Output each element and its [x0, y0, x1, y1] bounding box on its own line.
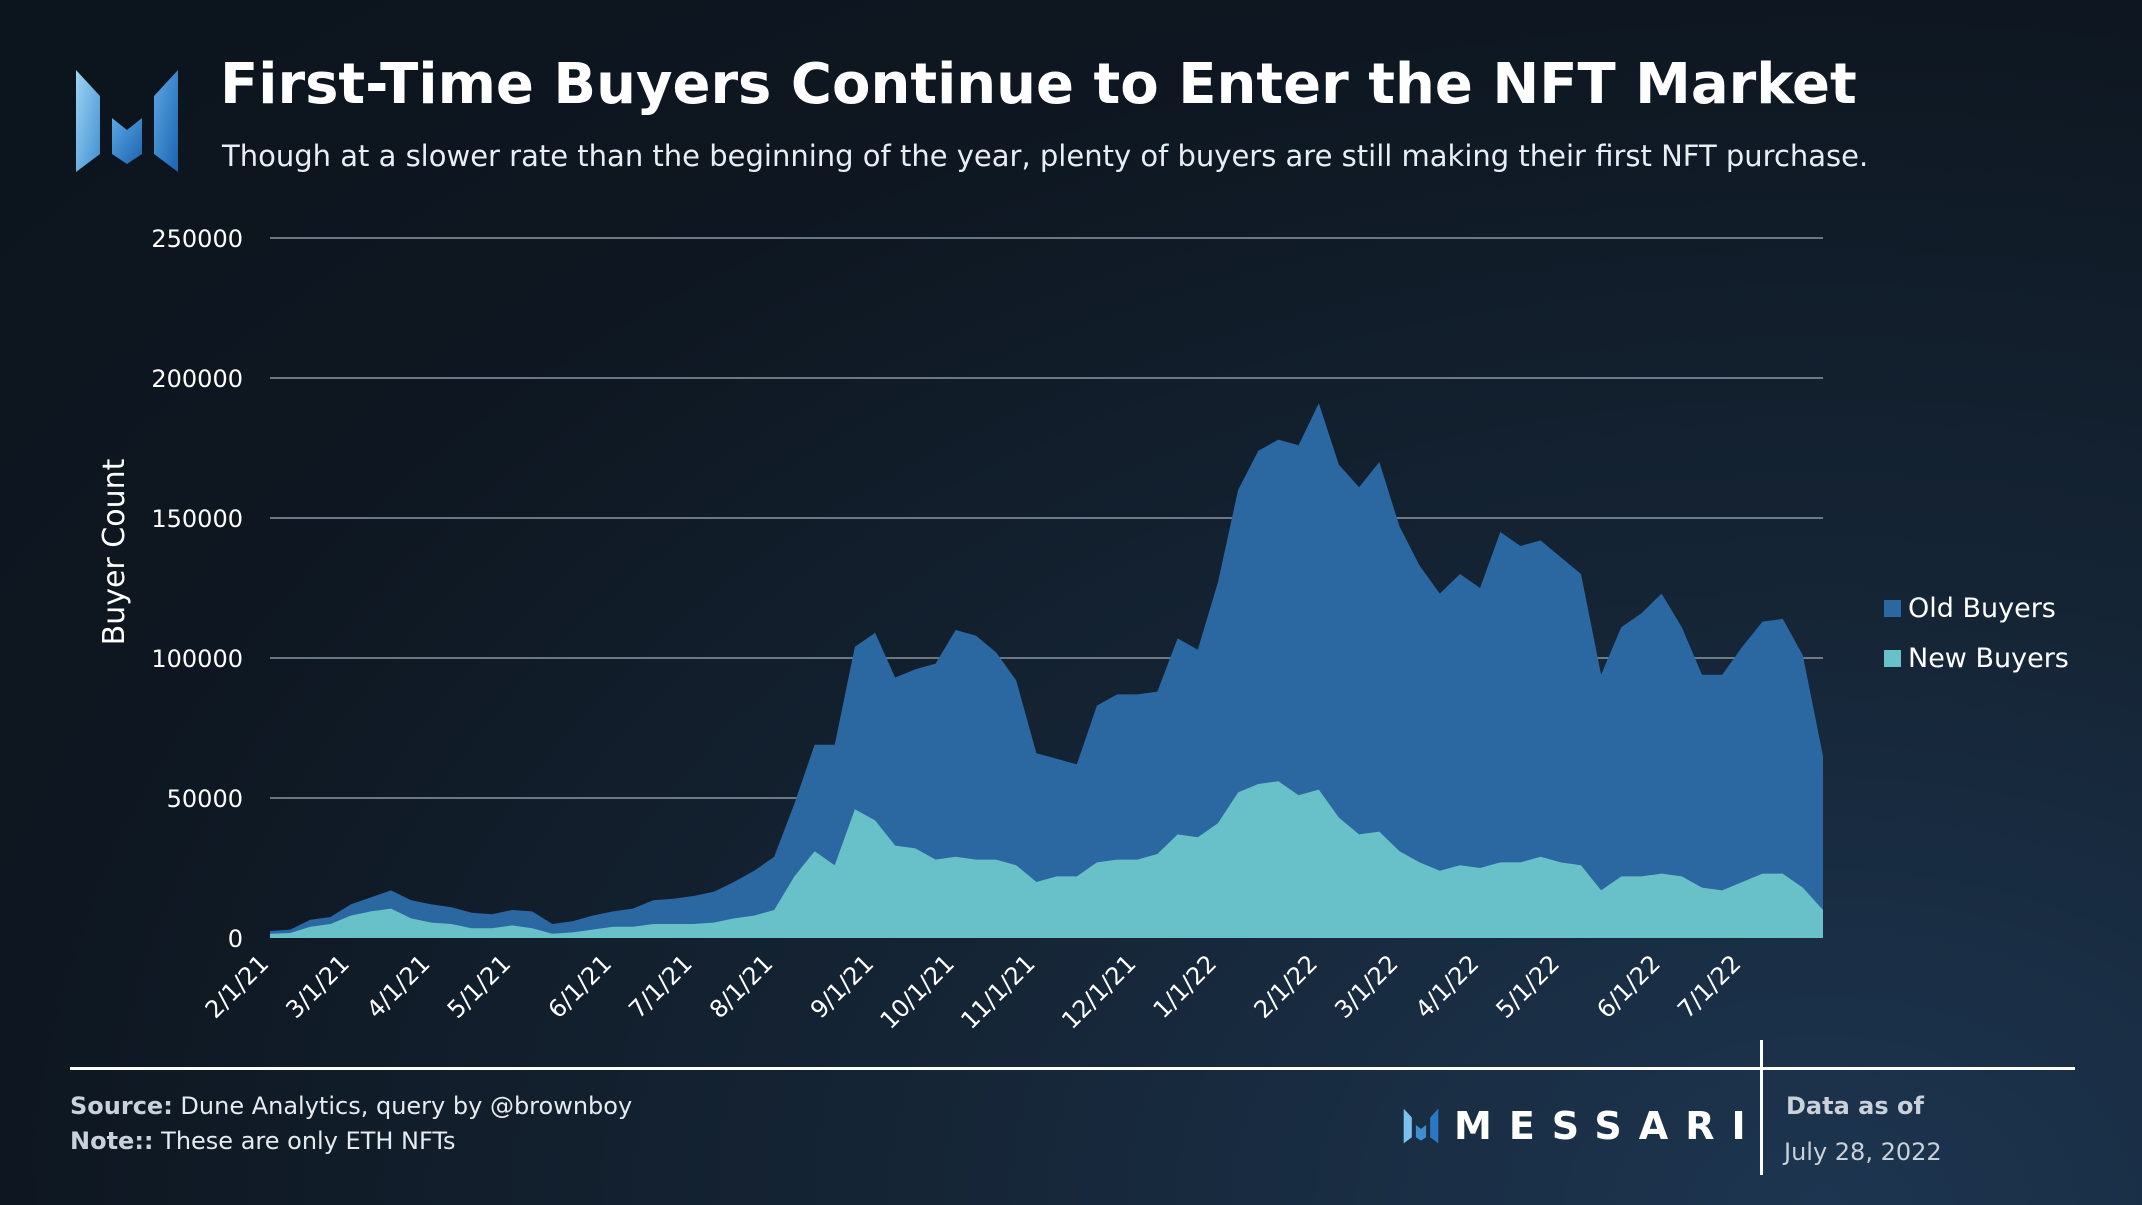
- source-text: Dune Analytics, query by @brownboy: [172, 1092, 633, 1120]
- eth-note: Note:: These are only ETH NFTs: [70, 1127, 456, 1155]
- series-area-new-buyers: [270, 781, 1823, 938]
- legend-label-old-buyers: Old Buyers: [1908, 593, 2056, 624]
- footer-divider-line: [70, 1067, 2075, 1070]
- legend-label-new-buyers: New Buyers: [1908, 643, 2069, 674]
- page-title: First-Time Buyers Continue to Enter the …: [220, 52, 1857, 117]
- x-tick-label: 3/1/22: [1329, 949, 1403, 1023]
- y-tick-label: 0: [228, 925, 243, 953]
- brand-wordmark: MESSARI: [1454, 1104, 1763, 1148]
- messari-brand: MESSARI: [1402, 1104, 1763, 1148]
- x-tick-label: 9/1/21: [805, 949, 879, 1023]
- chart-legend: Old Buyers New Buyers: [1884, 593, 2069, 674]
- x-tick-label: 5/1/22: [1491, 949, 1565, 1023]
- y-tick-label: 50000: [167, 785, 243, 813]
- x-tick-label: 11/1/21: [955, 949, 1040, 1034]
- legend-swatch-new-buyers: [1884, 650, 1901, 667]
- x-tick-label: 7/1/22: [1672, 949, 1746, 1023]
- y-tick-label: 150000: [151, 505, 243, 533]
- x-tick-label: 7/1/21: [623, 949, 697, 1023]
- data-as-of-date: July 28, 2022: [1784, 1138, 1942, 1166]
- x-tick-label: 10/1/21: [875, 949, 960, 1034]
- source-note: Source: Dune Analytics, query by @brownb…: [70, 1092, 632, 1120]
- x-tick-label: 6/1/22: [1591, 949, 1665, 1023]
- messari-small-logo-icon: [1403, 1108, 1439, 1144]
- y-tick-label: 250000: [151, 225, 243, 253]
- x-tick-label: 5/1/21: [442, 949, 516, 1023]
- y-axis-ticks: 0 50000 100000 150000 200000 250000: [151, 225, 243, 953]
- y-tick-label: 100000: [151, 645, 243, 673]
- y-tick-label: 200000: [151, 365, 243, 393]
- x-tick-label: 4/1/22: [1410, 949, 1484, 1023]
- data-as-of-label: Data as of: [1786, 1092, 1924, 1120]
- x-tick-label: 3/1/21: [280, 949, 354, 1023]
- x-tick-label: 2/1/22: [1249, 949, 1323, 1023]
- y-axis-label: Buyer Count: [97, 458, 132, 645]
- messari-logo-icon: [76, 70, 178, 172]
- series-area-old-buyers: [270, 403, 1823, 938]
- x-tick-label: 4/1/21: [361, 949, 435, 1023]
- x-axis-ticks: 2/1/21 3/1/21 4/1/21 5/1/21 6/1/21 7/1/21 8/1/…: [200, 949, 1747, 1034]
- x-tick-label: 6/1/21: [543, 949, 617, 1023]
- note-label: Note::: [70, 1127, 154, 1155]
- footer-vertical-divider: [1760, 1040, 1763, 1175]
- legend-swatch-old-buyers: [1884, 600, 1901, 617]
- x-tick-label: 2/1/21: [200, 949, 274, 1023]
- chart-areas: [270, 403, 1823, 938]
- note-text: These are only ETH NFTs: [153, 1127, 456, 1155]
- source-label: Source:: [70, 1092, 173, 1120]
- x-tick-label: 8/1/21: [704, 949, 778, 1023]
- page-subtitle: Though at a slower rate than the beginni…: [222, 139, 1869, 173]
- x-tick-label: 12/1/21: [1056, 949, 1141, 1034]
- x-tick-label: 1/1/22: [1148, 949, 1222, 1023]
